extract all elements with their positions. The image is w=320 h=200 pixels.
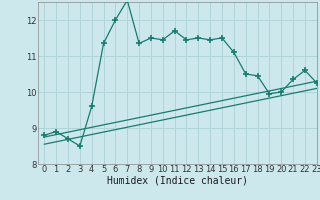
X-axis label: Humidex (Indice chaleur): Humidex (Indice chaleur)	[107, 176, 248, 186]
